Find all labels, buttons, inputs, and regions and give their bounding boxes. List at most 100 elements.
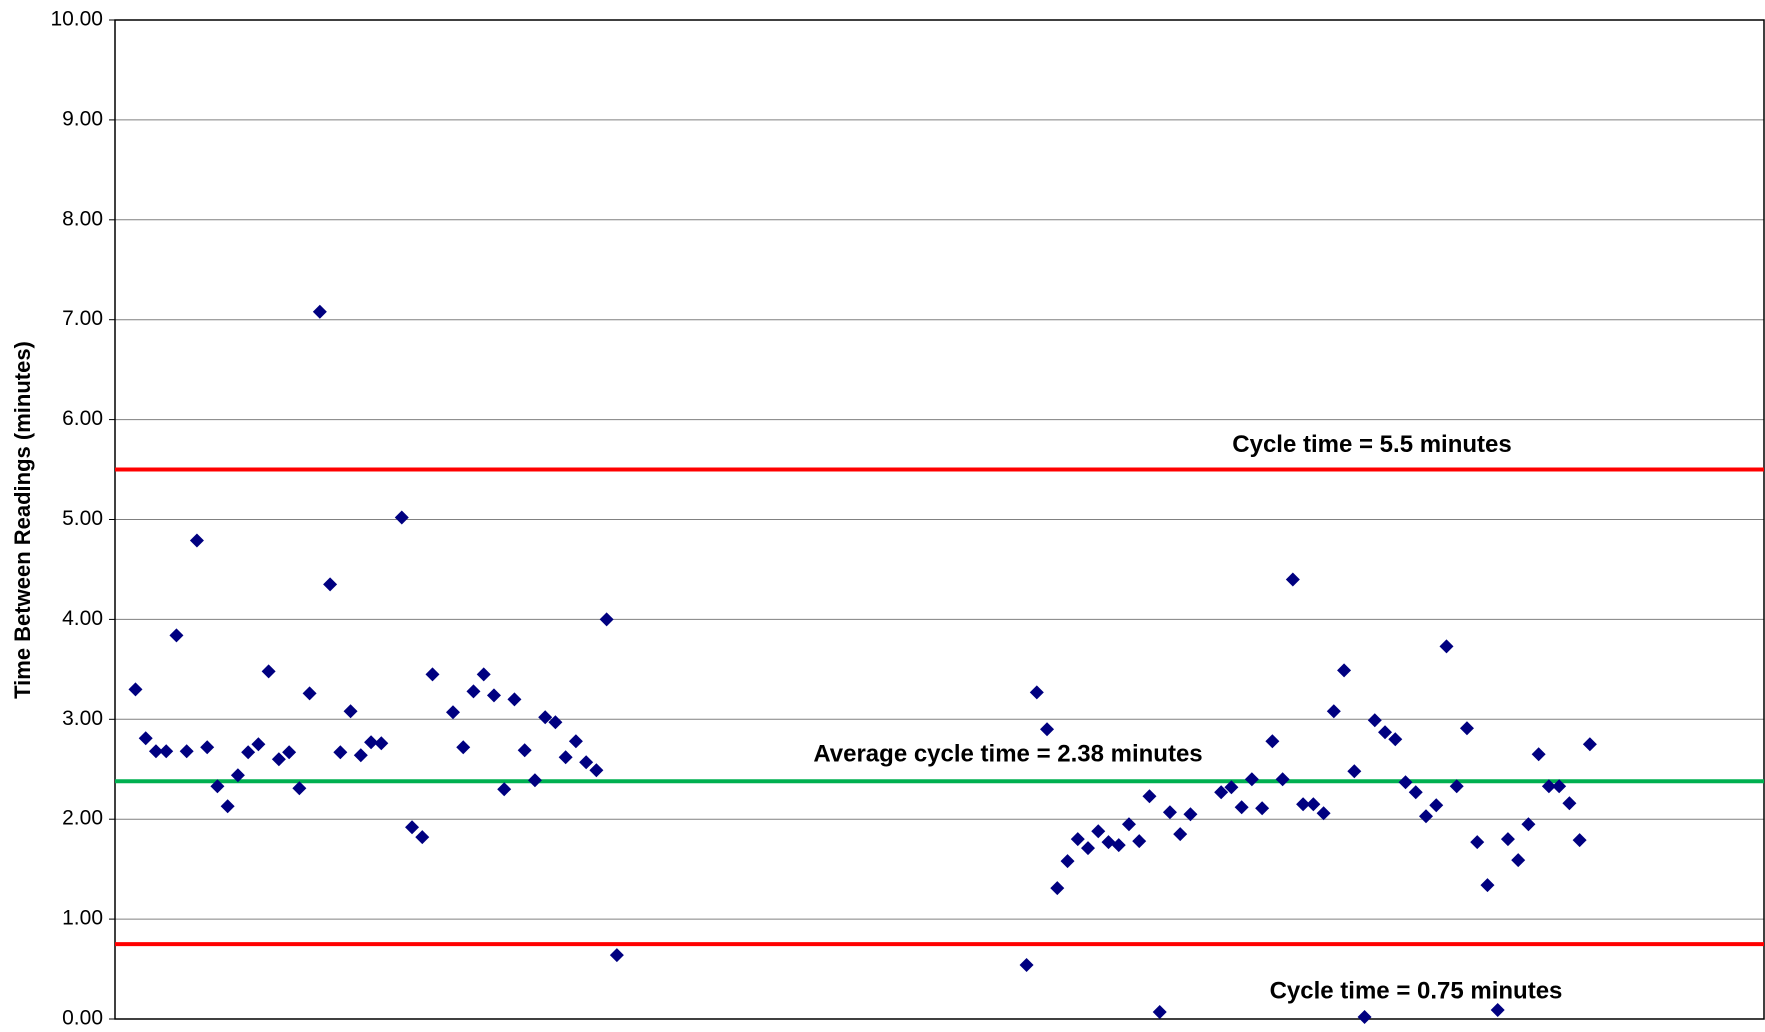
point (210, 779, 225, 794)
point (1173, 827, 1188, 842)
point (405, 820, 420, 835)
point (1152, 1005, 1167, 1020)
point (1132, 834, 1147, 849)
point (1429, 798, 1444, 813)
point (1081, 841, 1096, 856)
point (507, 692, 522, 707)
point (1326, 704, 1341, 719)
point (1255, 801, 1270, 816)
point (538, 710, 553, 725)
point (1347, 764, 1362, 779)
point (1019, 958, 1034, 973)
point (230, 768, 245, 783)
point (1582, 737, 1597, 752)
point (1060, 854, 1075, 869)
point (1459, 721, 1474, 736)
y-tick-label: 3.00 (62, 707, 103, 730)
point (1500, 832, 1515, 847)
point (1552, 779, 1567, 794)
point (1419, 809, 1434, 824)
point (1029, 685, 1044, 700)
reference-label: Cycle time = 0.75 minutes (1270, 977, 1563, 1004)
point (415, 830, 430, 845)
point (1214, 785, 1229, 800)
point (579, 755, 594, 770)
y-tick-label: 10.00 (50, 8, 103, 31)
point (1265, 734, 1280, 749)
y-tick-label: 5.00 (62, 507, 103, 530)
point (128, 682, 143, 697)
point (251, 737, 266, 752)
point (1480, 878, 1495, 893)
point (189, 533, 204, 548)
point (558, 750, 573, 765)
y-tick-label: 0.00 (62, 1007, 103, 1030)
point (169, 628, 184, 643)
point (1357, 1010, 1372, 1025)
y-axis-title: Time Between Readings (minutes) (10, 341, 35, 699)
point (1541, 779, 1556, 794)
point (323, 577, 338, 592)
plot-frame (114, 19, 1765, 1020)
point (1490, 1003, 1505, 1018)
point (1521, 817, 1536, 832)
point (282, 745, 297, 760)
point (456, 740, 471, 755)
point (364, 735, 379, 750)
point (1306, 797, 1321, 812)
y-tick-label: 8.00 (62, 207, 103, 230)
point (1234, 800, 1249, 815)
point (1470, 835, 1485, 850)
point (1101, 835, 1116, 850)
point (1388, 732, 1403, 747)
point (1040, 722, 1055, 737)
point (200, 740, 215, 755)
point (1316, 806, 1331, 821)
point (271, 752, 286, 767)
point (1296, 797, 1311, 812)
point (1111, 838, 1126, 853)
y-tick-label: 7.00 (62, 307, 103, 330)
point (374, 736, 389, 751)
point (302, 686, 317, 701)
reference-label: Cycle time = 5.5 minutes (1232, 431, 1511, 458)
point (1337, 663, 1352, 678)
point (220, 799, 235, 814)
point (1050, 881, 1065, 896)
point (1398, 775, 1413, 790)
point (1121, 817, 1136, 832)
point (1562, 796, 1577, 811)
point (548, 715, 563, 730)
point (159, 744, 174, 759)
point (517, 743, 532, 758)
point (425, 667, 440, 682)
point (1378, 725, 1393, 740)
point (312, 304, 327, 319)
point (1439, 639, 1454, 654)
point (568, 734, 583, 749)
point (353, 748, 368, 763)
point (1449, 779, 1464, 794)
point (599, 612, 614, 627)
point (1244, 772, 1259, 787)
point (1275, 772, 1290, 787)
point (1091, 824, 1106, 839)
point (1224, 780, 1239, 795)
y-tick-label: 9.00 (62, 107, 103, 130)
y-tick-label: 4.00 (62, 607, 103, 630)
point (476, 667, 491, 682)
point (1572, 833, 1587, 848)
point (179, 744, 194, 759)
point (466, 684, 481, 699)
point (1142, 789, 1157, 804)
point (333, 745, 348, 760)
point (1511, 853, 1526, 868)
point (1408, 785, 1423, 800)
point (527, 773, 542, 788)
point (497, 782, 512, 797)
point (1285, 572, 1300, 587)
point (1531, 747, 1546, 762)
y-tick-label: 2.00 (62, 807, 103, 830)
point (261, 664, 276, 679)
